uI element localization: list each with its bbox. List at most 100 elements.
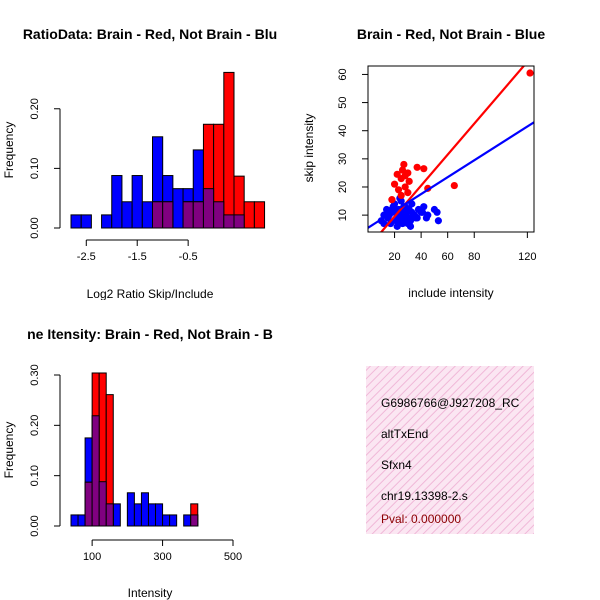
not-brain-point — [418, 208, 427, 216]
chart-title: ne Itensity: Brain - Red, Not Brain - B — [27, 326, 273, 342]
y-tick-label: 0.20 — [29, 415, 41, 436]
not-brain-bar — [111, 175, 123, 229]
overlap-bar — [202, 188, 215, 229]
plot-frame — [367, 65, 535, 233]
x-tick-label: 80 — [468, 251, 480, 263]
y-tick-label: 40 — [337, 125, 349, 137]
y-tick-label: 0.10 — [29, 465, 41, 486]
brain-point — [526, 69, 534, 77]
y-tick-label: 0.00 — [29, 515, 41, 536]
overlap-bar — [91, 415, 100, 527]
not-brain-bar — [70, 514, 79, 527]
x-tick-label: -0.5 — [179, 251, 198, 263]
overlap-bar — [190, 514, 199, 527]
overlap-bar — [223, 214, 235, 229]
x-tick-label: 60 — [442, 251, 454, 263]
ratio-histogram: RatioData: Brain - Red, Not Brain - Blu … — [2, 26, 277, 300]
intensity-histogram: ne Itensity: Brain - Red, Not Brain - B … — [2, 326, 273, 600]
overlap-bar — [213, 201, 225, 229]
gene-name: Sfxn4 — [381, 458, 412, 472]
overlap-bar — [233, 214, 245, 229]
y-tick-label: 30 — [337, 153, 349, 165]
y-tick-label: 60 — [337, 68, 349, 80]
not-brain-point — [406, 222, 415, 230]
y-tick-label: 20 — [337, 181, 349, 193]
not-brain-fit-line — [368, 121, 534, 229]
brain-point — [398, 166, 407, 174]
y-tick-label: 50 — [337, 96, 349, 108]
not-brain-bar — [172, 188, 184, 229]
not-brain-bar — [147, 503, 157, 527]
y-tick-label: 0.00 — [29, 217, 41, 238]
not-brain-point — [413, 214, 421, 222]
x-tick-label: -2.5 — [77, 251, 96, 263]
info-background — [366, 366, 534, 534]
overlap-bar — [192, 201, 204, 229]
not-brain-point — [398, 217, 407, 225]
not-brain-bar — [126, 492, 135, 527]
not-brain-point — [393, 222, 401, 230]
y-axis-label: Frequency — [2, 422, 16, 479]
not-brain-point — [434, 217, 442, 225]
chart-title: RatioData: Brain - Red, Not Brain - Blu — [23, 26, 277, 42]
y-tick-label: 0.20 — [29, 98, 41, 119]
x-tick-label: 40 — [415, 251, 427, 263]
not-brain-bar — [77, 514, 86, 527]
brain-point — [420, 165, 428, 173]
not-brain-bar — [183, 514, 192, 527]
overlap-bar — [105, 503, 114, 527]
y-tick-label: 10 — [337, 209, 349, 221]
not-brain-bar — [162, 514, 171, 527]
not-brain-point — [382, 205, 391, 214]
info-panel: G6986766@J927208_RC altTxEnd Sfxn4 chr19… — [366, 366, 534, 534]
brain-point — [405, 177, 413, 185]
brain-bar — [223, 71, 235, 229]
not-brain-point — [420, 203, 428, 211]
pval-text: Pval: 0.000000 — [381, 512, 461, 526]
y-axis-label: Frequency — [2, 122, 16, 179]
overlap-bar — [98, 481, 107, 527]
overlap-bar — [162, 201, 174, 229]
x-axis-label: include intensity — [408, 286, 493, 300]
not-brain-bar — [70, 214, 82, 229]
brain-point — [401, 183, 409, 191]
brain-point — [450, 181, 458, 190]
y-tick-label: 0.10 — [29, 158, 41, 179]
not-brain-point — [424, 211, 432, 219]
brain-point — [400, 160, 408, 169]
x-axis-label: Intensity — [128, 586, 173, 600]
x-tick-label: -1.5 — [128, 251, 147, 263]
y-axis-label: skip intensity — [302, 114, 316, 183]
not-brain-bar — [155, 503, 164, 527]
brain-bar — [243, 201, 255, 229]
brain-point — [390, 180, 399, 188]
overlap-bar — [152, 201, 164, 229]
overlap-bar — [84, 481, 93, 527]
brain-point — [413, 163, 421, 171]
not-brain-point — [433, 208, 441, 216]
event-type: altTxEnd — [381, 427, 428, 441]
not-brain-bar — [131, 175, 143, 229]
brain-point — [397, 191, 405, 200]
x-tick-label: 120 — [518, 251, 536, 263]
not-brain-point — [392, 217, 400, 225]
brain-point — [393, 170, 401, 178]
brain-point — [388, 196, 396, 204]
brain-point — [394, 186, 403, 194]
not-brain-bar — [112, 503, 121, 527]
not-brain-bar — [80, 214, 92, 229]
x-tick-label: 500 — [224, 551, 242, 563]
not-brain-bar — [121, 201, 133, 229]
y-tick-label: 0.30 — [29, 364, 41, 385]
location: chr19.13398-2.s — [381, 489, 468, 503]
x-tick-label: 20 — [388, 251, 400, 263]
not-brain-point — [389, 203, 397, 211]
intensity-scatter: Brain - Red, Not Brain - Blue 10 20 30 40 50… — [302, 26, 545, 300]
brain-bar — [253, 201, 266, 229]
not-brain-bar — [133, 503, 142, 527]
x-axis-label: Log2 Ratio Skip/Include — [87, 287, 214, 300]
probe-id: G6986766@J927208_RC — [381, 396, 520, 410]
chart-title: Brain - Red, Not Brain - Blue — [357, 26, 545, 42]
not-brain-bar — [141, 201, 153, 229]
